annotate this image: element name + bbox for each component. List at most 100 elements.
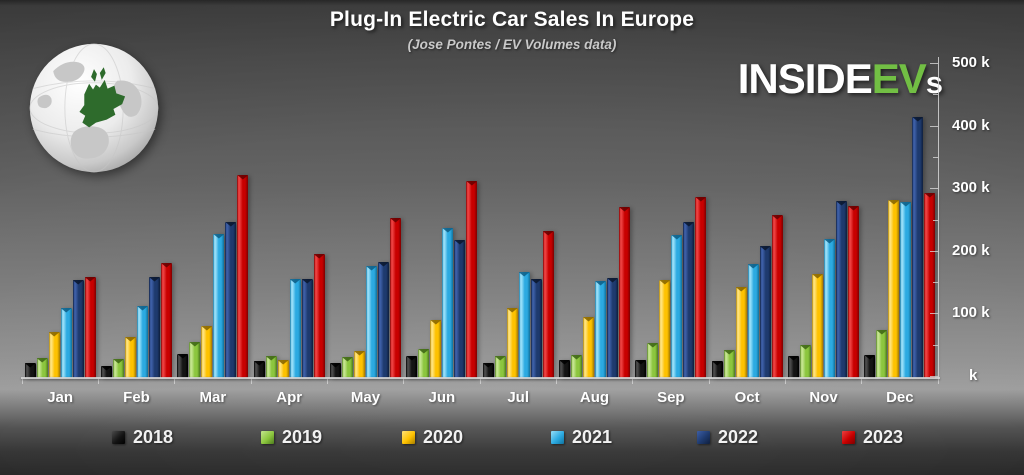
bar-2021-jun [442,228,454,378]
y-axis-label-500k: 500 k [952,54,990,71]
bar-2023-aug [619,207,630,378]
x-axis-tick [785,379,786,384]
x-label-may: May [350,389,381,406]
bar-2020-sep [659,280,671,378]
globe-europe-icon [29,43,159,173]
x-label-jan: Jan [47,389,74,406]
bar-2022-dec [912,117,924,378]
bar-2023-mar [237,175,249,378]
bar-2018-nov [788,356,799,378]
x-label-dec: Dec [886,389,914,406]
legend-label-2019: 2019 [282,427,323,447]
bar-group-oct [711,215,783,378]
y-axis-label-100k: 100 k [952,304,990,321]
bar-2019-nov [800,345,811,378]
legend-swatch-2019 [261,431,274,444]
legend-label-2021: 2021 [572,427,613,447]
bar-2019-sep [647,343,659,378]
x-label-apr: Apr [276,389,303,406]
y-axis-label-300k: 300 k [952,179,990,196]
insideevs-logo: INSIDEEVs [737,55,943,102]
y-axis-label-k: k [969,367,978,384]
chart-subtitle: (Jose Pontes / EV Volumes data) [407,37,617,52]
bar-2021-nov [824,239,835,378]
bar-2019-mar [189,342,201,378]
bar-2020-may [354,351,365,378]
y-axis-major-tick [930,188,938,189]
y-axis-major-tick [930,313,938,314]
bar-2018-feb [101,366,112,378]
bar-group-feb [101,263,172,378]
bar-2021-aug [595,281,606,378]
bar-2023-apr [313,254,325,378]
logo-inside: INSIDE [737,55,873,102]
x-label-aug: Aug [579,389,610,406]
bar-2019-oct [723,350,735,378]
bar-group-aug [559,207,630,378]
bar-2018-oct [711,361,723,378]
legend-label-2018: 2018 [133,427,174,447]
x-axis-tick [98,379,99,384]
legend-item-2023: 2023 [842,427,903,448]
bar-2022-sep [683,222,695,378]
legend-label-2022: 2022 [718,427,759,447]
bar-2021-dec [900,202,912,378]
bar-2020-aug [583,317,594,378]
x-label-sep: Sep [657,389,685,406]
bar-2022-jan [72,280,84,378]
x-axis-tick [556,379,557,384]
bar-group-sep [635,197,707,378]
chart-title: Plug-In Electric Car Sales In Europe [329,8,695,31]
bar-2023-jan [84,277,96,378]
bar-2018-jan [24,363,36,378]
bar-2019-jul [494,356,506,378]
bar-2018-apr [253,361,265,378]
legend-label-2020: 2020 [423,427,464,447]
bar-2018-aug [559,360,570,378]
x-axis-tick [251,379,252,384]
bar-2019-jun [418,349,430,378]
bar-2022-mar [225,222,237,378]
legend-item-2020: 2020 [402,427,463,448]
bar-2019-apr [265,356,277,378]
bar-2019-aug [571,355,582,378]
bar-2020-jan [48,332,60,378]
bar-2023-nov [848,206,859,378]
bar-group-nov [788,201,859,378]
bar-2020-jul [506,308,518,378]
bar-2018-dec [864,355,876,378]
bar-2023-oct [771,215,783,378]
bar-2021-feb [137,306,148,378]
bar-2020-nov [812,274,823,378]
bar-2022-jun [454,240,466,378]
bar-group-jan [24,277,96,378]
x-axis-tick [22,379,23,384]
bar-2021-mar [213,234,225,378]
bar-2022-feb [149,277,160,378]
y-axis-label-200k: 200 k [952,242,990,259]
y-axis-minor-tick [933,282,938,283]
legend-item-2022: 2022 [697,427,758,448]
x-axis-tick [174,379,175,384]
y-axis-major-tick [930,126,938,127]
x-axis-line [21,377,940,379]
y-axis-label-400k: 400 k [952,117,990,134]
y-axis-major-tick [930,63,938,64]
y-axis-major-tick [930,376,938,377]
bar-group-may [330,218,401,378]
bar-2023-dec [924,193,936,378]
bar-2020-oct [735,287,747,378]
bar-group-dec [864,117,936,378]
x-label-nov: Nov [809,389,838,406]
bar-2020-dec [888,200,900,378]
legend-swatch-2023 [842,431,855,444]
x-label-oct: Oct [734,389,760,406]
bar-group-mar [177,175,249,378]
x-axis-tick [632,379,633,384]
legend-label-2023: 2023 [863,427,904,447]
legend-swatch-2022 [697,431,710,444]
bar-2022-aug [607,278,618,378]
bar-2019-feb [113,359,124,378]
legend-swatch-2021 [551,431,564,444]
y-axis-major-tick [930,251,938,252]
